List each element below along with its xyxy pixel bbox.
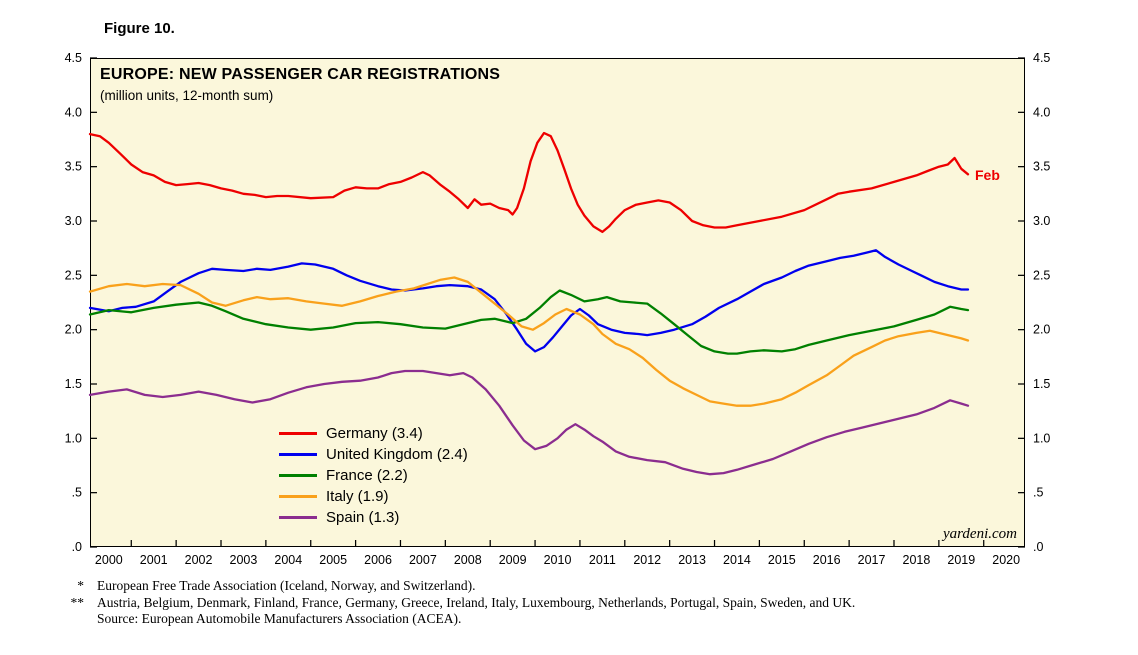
legend-label-united-kingdom: United Kingdom (2.4) [326, 446, 468, 463]
chart-title: EUROPE: NEW PASSENGER CAR REGISTRATIONS [100, 66, 501, 83]
legend-swatch-united-kingdom [279, 453, 317, 456]
x-tick-label: 2012 [633, 553, 661, 567]
footnote-text: European Free Trade Association (Iceland… [97, 578, 476, 593]
x-tick-label: 2018 [903, 553, 931, 567]
x-tick-label: 2004 [274, 553, 302, 567]
x-tick-label: 2016 [813, 553, 841, 567]
legend-item-united-kingdom: United Kingdom (2.4) [279, 444, 468, 465]
x-tick-label: 2013 [678, 553, 706, 567]
x-tick-label: 2005 [319, 553, 347, 567]
legend-swatch-spain [279, 516, 317, 519]
legend-swatch-france [279, 474, 317, 477]
y-tick-label-left: 1.5 [65, 377, 82, 391]
y-tick-label-left: 4.5 [65, 51, 82, 65]
y-tick-label-right: .5 [1033, 486, 1043, 500]
x-tick-label: 2014 [723, 553, 751, 567]
footnote-marker: * [77, 578, 84, 593]
y-tick-label-right: 4.5 [1033, 51, 1050, 65]
plot-area: EUROPE: NEW PASSENGER CAR REGISTRATIONS … [90, 58, 1025, 547]
y-tick-label-left: 3.0 [65, 214, 82, 228]
footnote-source: Source: European Automobile Manufacturer… [60, 611, 855, 628]
x-tick-label: 2001 [140, 553, 168, 567]
y-tick-label-right: 2.0 [1033, 323, 1050, 337]
x-tick-label: 2017 [858, 553, 886, 567]
y-tick-label-left: 1.0 [65, 431, 82, 445]
legend-label-france: France (2.2) [326, 467, 408, 484]
x-tick-label: 2019 [947, 553, 975, 567]
x-tick-label: 2000 [95, 553, 123, 567]
y-tick-label-left: 2.5 [65, 268, 82, 282]
x-tick-label: 2011 [589, 553, 616, 567]
legend-item-germany: Germany (3.4) [279, 423, 468, 444]
footnote-eu: ** Austria, Belgium, Denmark, Finland, F… [60, 594, 856, 612]
x-tick-label: 2003 [230, 553, 258, 567]
y-tick-label-left: .0 [72, 540, 82, 554]
footnote-text: Austria, Belgium, Denmark, Finland, Fran… [97, 594, 856, 610]
footnote-marker: ** [70, 594, 85, 610]
x-tick-label: 2008 [454, 553, 482, 567]
x-tick-label: 2007 [409, 553, 437, 567]
y-tick-label-left: .5 [72, 486, 82, 500]
legend-item-spain: Spain (1.3) [279, 507, 468, 528]
figure-label: Figure 10. [104, 20, 175, 37]
y-tick-label-right: 1.0 [1033, 431, 1050, 445]
x-tick-label: 2002 [185, 553, 213, 567]
y-tick-label-left: 2.0 [65, 323, 82, 337]
legend-item-france: France (2.2) [279, 465, 468, 486]
legend-label-italy: Italy (1.9) [326, 488, 389, 505]
legend-label-spain: Spain (1.3) [326, 509, 400, 526]
y-tick-label-left: 3.5 [65, 160, 82, 174]
y-tick-label-right: 3.5 [1033, 160, 1050, 174]
legend: Germany (3.4) United Kingdom (2.4) Franc… [279, 423, 468, 528]
x-tick-label: 2020 [992, 553, 1020, 567]
y-tick-label-right: .0 [1033, 540, 1043, 554]
legend-swatch-germany [279, 432, 317, 435]
feb-annotation: Feb [975, 167, 1000, 183]
watermark: yardeni.com [942, 526, 1017, 542]
legend-label-germany: Germany (3.4) [326, 425, 423, 442]
footnote-source-text: Source: European Automobile Manufacturer… [97, 611, 462, 626]
legend-item-italy: Italy (1.9) [279, 486, 468, 507]
footnotes: * European Free Trade Association (Icela… [60, 578, 856, 628]
x-tick-label: 2006 [364, 553, 392, 567]
x-tick-label: 2010 [544, 553, 572, 567]
footnote-marker [60, 611, 84, 628]
x-tick-label: 2009 [499, 553, 527, 567]
legend-swatch-italy [279, 495, 317, 498]
y-tick-label-right: 4.0 [1033, 105, 1050, 119]
chart-subtitle: (million units, 12-month sum) [100, 88, 274, 103]
y-tick-label-left: 4.0 [65, 105, 82, 119]
y-tick-label-right: 1.5 [1033, 377, 1050, 391]
footnote-efta: * European Free Trade Association (Icela… [60, 578, 855, 595]
x-tick-label: 2015 [768, 553, 796, 567]
y-tick-label-right: 3.0 [1033, 214, 1050, 228]
y-tick-label-right: 2.5 [1033, 268, 1050, 282]
